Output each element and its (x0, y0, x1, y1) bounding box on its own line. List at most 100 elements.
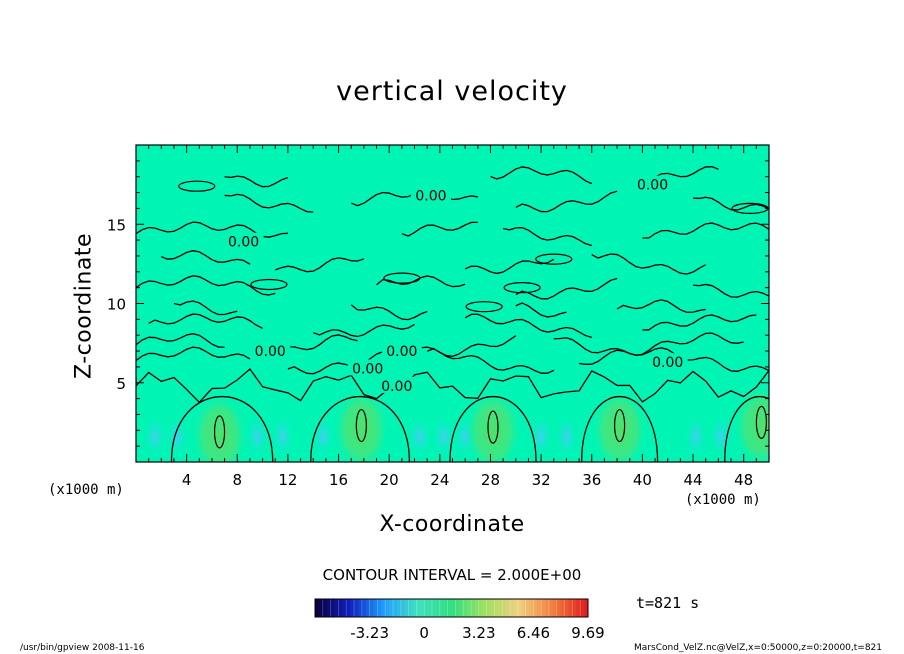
stratified-contour (148, 313, 263, 329)
colorbar-cell (471, 599, 476, 617)
x-tick-label: 28 (481, 471, 500, 489)
colorbar-cell (494, 599, 499, 617)
contour-label: 0.00 (415, 189, 446, 205)
stratified-contour (287, 351, 390, 375)
closed-contour-cell (535, 253, 573, 265)
x-tick-label: 48 (734, 471, 753, 489)
colorbar-cell (510, 599, 515, 617)
y-tick-label: 15 (107, 216, 126, 234)
field-background (136, 145, 769, 462)
velocity-field (136, 145, 769, 462)
colorbar-cell (478, 599, 483, 617)
colorbar-cell (385, 599, 390, 617)
updraft-inner-contour (355, 408, 367, 443)
colorbar-cell (412, 599, 417, 617)
updraft-patch (593, 385, 646, 462)
colorbar-cell (537, 599, 542, 617)
colorbar-cell (549, 599, 554, 617)
stratified-contour (414, 335, 517, 357)
contour-label: 0.00 (386, 344, 417, 360)
downdraft-patch (270, 414, 295, 459)
y-tick-label: 10 (107, 296, 126, 314)
colorbar-cell (439, 599, 444, 617)
colorbar-cell (568, 599, 573, 617)
x-unit-left: (x1000 m) (48, 482, 124, 498)
colorbar-cell (318, 599, 324, 617)
updraft-dome-contour (724, 395, 769, 462)
colorbar-cell (580, 599, 585, 617)
contour-label-bg (381, 342, 422, 359)
stratified-contour (642, 222, 769, 239)
colorbar-cell (326, 599, 331, 617)
closed-contour-cell (250, 278, 288, 291)
stratified-contour (553, 332, 744, 357)
colorbar-cell (560, 599, 565, 617)
colorbar-cell (338, 599, 343, 617)
closed-contour-cell (503, 282, 541, 294)
colorbar-cell (350, 599, 355, 617)
colorbar-cell (365, 599, 370, 617)
contour-label-bg (250, 342, 291, 359)
colorbar-cell (525, 599, 530, 617)
colorbar-cell (455, 599, 460, 617)
updraft-dome-contour (449, 396, 537, 462)
x-axis-label: X-coordinate (379, 512, 525, 537)
colorbar-cell (517, 599, 522, 617)
colorbar-cell (377, 599, 382, 617)
contour-label: 0.00 (381, 379, 412, 395)
colorbar-cell (346, 599, 351, 617)
stratified-contour (515, 277, 618, 300)
colorbar-cell (463, 599, 468, 617)
x-tick-label: 36 (582, 471, 601, 489)
closed-contour-cell (465, 301, 503, 313)
updraft-patch (335, 385, 388, 462)
downdraft-patch (554, 414, 579, 459)
updraft-inner-contour (755, 405, 768, 439)
stratified-contour (616, 299, 706, 313)
downdraft-patch (431, 414, 456, 459)
updraft-dome-contour (310, 396, 411, 462)
stratified-contour (591, 253, 707, 275)
contour-label: 0.00 (352, 361, 383, 377)
colorbar-cell (393, 599, 398, 617)
contour-interval: CONTOUR INTERVAL = 2.000E+00 (322, 566, 582, 584)
colorbar-cell (545, 599, 550, 617)
contour-label: 0.00 (255, 344, 286, 360)
x-tick-label: 24 (430, 471, 449, 489)
colorbar-cell (467, 599, 472, 617)
colorbar-cell (584, 599, 589, 617)
stratified-contour (502, 226, 592, 247)
colorbar-cell (404, 599, 409, 617)
x-tick-label: 40 (633, 471, 652, 489)
updraft-inner-contour (213, 415, 226, 449)
colorbar-cell (373, 599, 378, 617)
colorbar-tick-label: 9.69 (571, 624, 604, 642)
stratified-contour (401, 221, 478, 237)
colorbar-cell (474, 599, 480, 617)
colorbar-cell (361, 599, 366, 617)
contour-label-bg (223, 232, 264, 249)
stratified-contour (515, 190, 618, 213)
stratified-contour (464, 258, 555, 275)
updraft-patch (467, 387, 520, 462)
contour-label-bg (410, 186, 451, 203)
colorbar-cell (322, 599, 327, 617)
colorbar-cell (552, 599, 558, 617)
contour-label: 0.00 (652, 355, 683, 371)
y-tick-label: 5 (116, 375, 126, 393)
colorbar-cell (428, 599, 433, 617)
stratified-contour (136, 333, 225, 348)
x-tick-label: 12 (278, 471, 297, 489)
colorbar-cell (342, 599, 347, 617)
colorbar-cell (369, 599, 374, 617)
stratified-contour (515, 302, 567, 318)
stratified-contour (426, 347, 555, 374)
colorbar-cell (521, 599, 526, 617)
stratified-contour (136, 346, 251, 362)
stratified-contour (693, 196, 769, 211)
colorbar-cell (354, 599, 359, 617)
stratified-contour (224, 175, 289, 188)
colorbar-cell (416, 599, 421, 617)
colorbar-cell (576, 599, 581, 617)
contour-label-bg (647, 353, 688, 370)
